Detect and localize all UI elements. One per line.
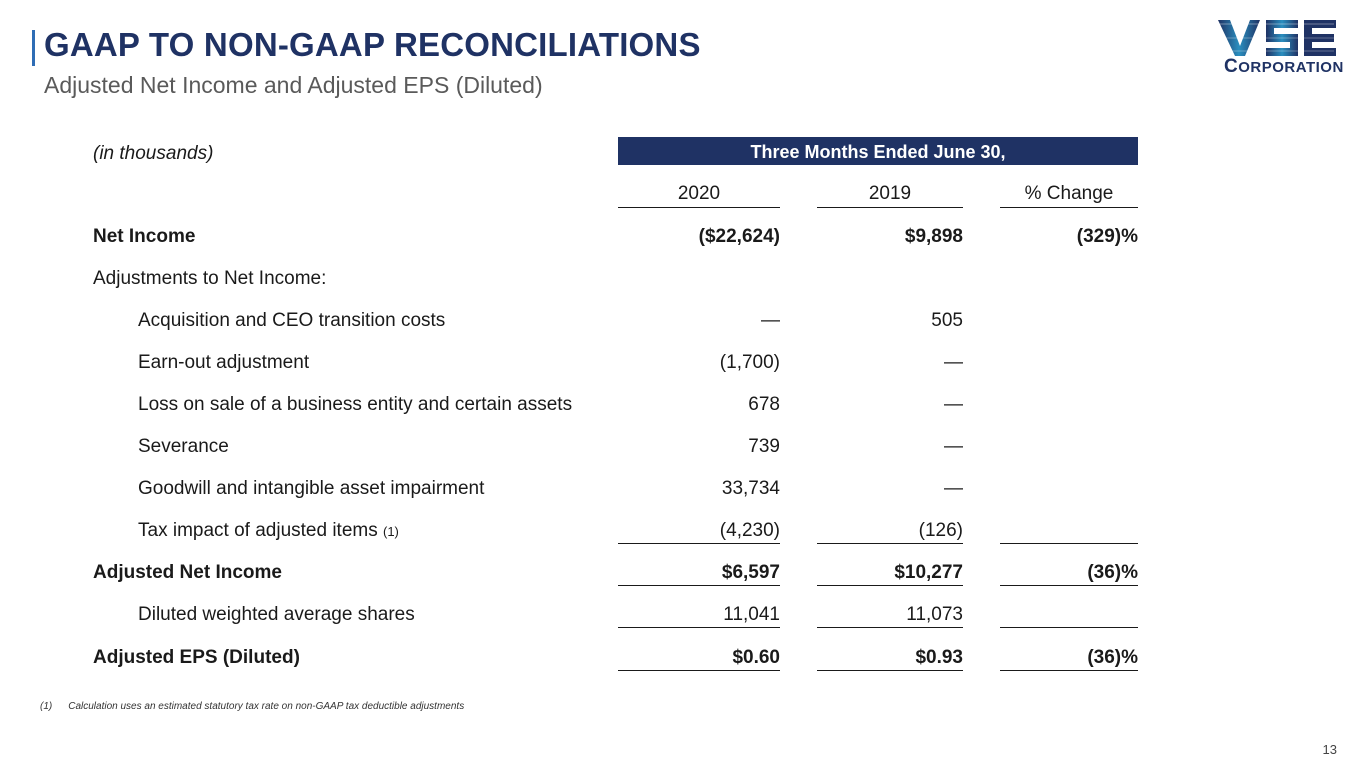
footnote: (1) Calculation uses an estimated statuto…	[40, 701, 465, 712]
table-row-goodwill: Goodwill and intangible asset impairment…	[138, 478, 963, 499]
col-head-pct-change: % Change	[1000, 183, 1138, 208]
table-row-adjusted-eps: Adjusted EPS (Diluted) $0.60 $0.93 (36)%	[0, 646, 1365, 688]
logo-wordmark: CORPORATION	[1224, 56, 1344, 77]
period-header: Three Months Ended June 30,	[618, 137, 1138, 165]
footnote-ref: (1)	[383, 524, 399, 539]
page-number: 13	[1322, 742, 1337, 757]
table-row-loss-on-sale: Loss on sale of a business entity and ce…	[138, 394, 963, 415]
page-subtitle: Adjusted Net Income and Adjusted EPS (Di…	[44, 72, 543, 98]
col-head-2020: 2020	[618, 183, 780, 208]
table-row-earn-out: Earn-out adjustment (1,700) —	[138, 352, 963, 373]
vse-logo	[1218, 20, 1336, 56]
units-label: (in thousands)	[93, 143, 214, 164]
table-row-tax-impact: Tax impact of adjusted items (1) (4,230)…	[0, 519, 1365, 561]
table-row-acquisition: Acquisition and CEO transition costs — 5…	[138, 310, 963, 331]
table-row-adjustments-heading: Adjustments to Net Income:	[93, 268, 327, 289]
col-head-2019: 2019	[817, 183, 963, 208]
table-row-net-income: Net Income ($22,624) $9,898 (329)%	[93, 226, 1138, 247]
table-row-diluted-shares: Diluted weighted average shares 11,041 1…	[0, 603, 1365, 645]
page-title: GAAP TO NON-GAAP RECONCILIATIONS	[44, 26, 701, 63]
table-row-adjusted-net-income: Adjusted Net Income $6,597 $10,277 (36)%	[0, 561, 1365, 603]
title-accent-bar	[32, 30, 35, 66]
table-row-severance: Severance 739 —	[138, 436, 963, 457]
